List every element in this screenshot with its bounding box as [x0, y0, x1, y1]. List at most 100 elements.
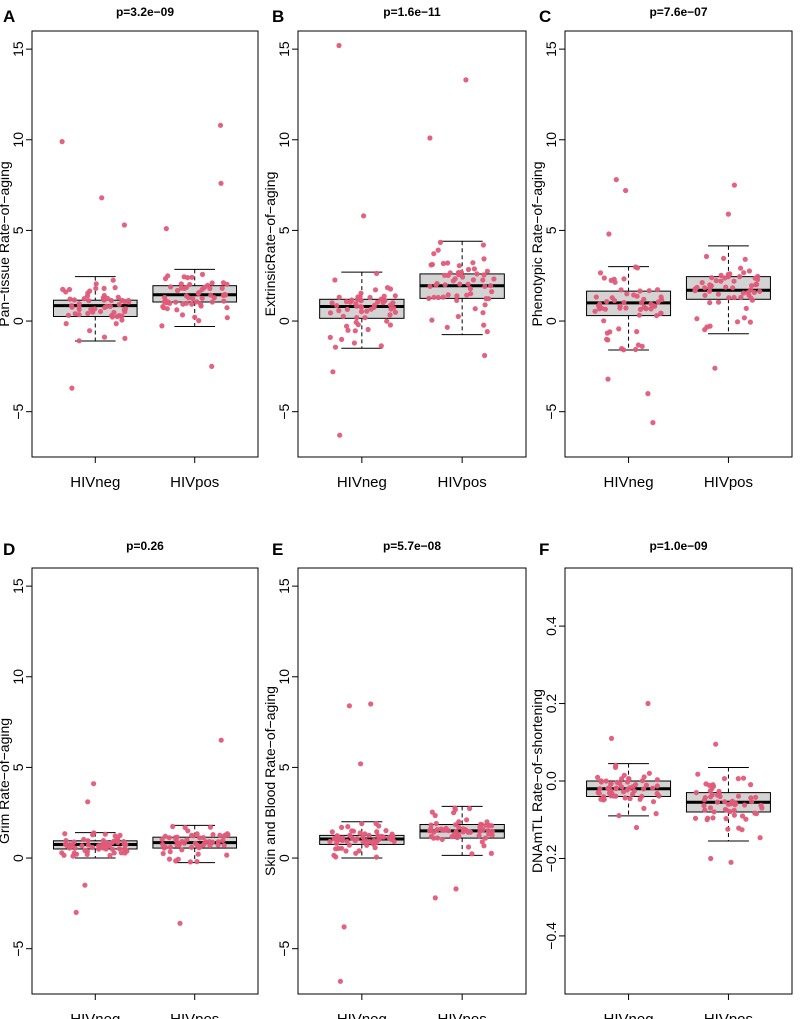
data-point — [428, 833, 434, 840]
data-point — [735, 776, 741, 782]
data-point — [718, 272, 724, 278]
data-point — [454, 293, 460, 299]
data-point — [60, 286, 66, 292]
x-category-label: HIVneg — [337, 1011, 387, 1019]
data-point — [82, 848, 88, 854]
data-point — [753, 282, 759, 288]
data-point — [634, 329, 640, 335]
data-point — [707, 805, 714, 811]
data-point — [613, 785, 619, 791]
data-point — [211, 295, 217, 301]
data-point — [195, 851, 201, 857]
plot-frame — [297, 30, 527, 458]
y-tick-label: 5 — [543, 226, 559, 234]
data-point — [621, 276, 627, 282]
data-point — [464, 817, 470, 823]
data-point — [387, 322, 393, 328]
data-point — [67, 296, 73, 302]
data-point — [440, 294, 446, 300]
data-point — [173, 838, 179, 844]
data-point — [433, 282, 439, 288]
data-point — [707, 788, 713, 794]
panel-letter: A — [3, 7, 15, 26]
data-point — [160, 841, 166, 848]
data-point — [742, 802, 748, 808]
data-point — [731, 182, 738, 188]
data-point — [449, 834, 455, 840]
data-point — [336, 294, 342, 300]
data-point — [217, 122, 224, 128]
data-point — [702, 795, 708, 801]
data-point — [707, 300, 713, 306]
data-point — [491, 276, 497, 282]
data-point — [748, 795, 754, 801]
data-point — [329, 300, 335, 306]
data-point — [224, 852, 230, 858]
data-point — [63, 321, 69, 327]
data-point — [332, 277, 338, 283]
data-point — [643, 782, 650, 788]
data-point — [346, 703, 352, 709]
y-tick-label: 0.0 — [543, 771, 559, 791]
data-point — [434, 827, 440, 833]
data-point — [481, 843, 487, 849]
data-point — [445, 292, 451, 298]
data-point — [76, 312, 82, 318]
data-point — [595, 774, 601, 781]
data-point — [215, 839, 221, 845]
data-point — [367, 839, 373, 845]
data-point — [91, 781, 97, 787]
data-point — [378, 343, 384, 349]
plot-frame — [564, 30, 793, 458]
data-point — [613, 177, 619, 183]
data-point — [179, 847, 185, 853]
y-tick-label: −0.4 — [543, 922, 559, 950]
data-point — [373, 854, 380, 860]
data-point — [701, 802, 707, 809]
data-point — [327, 334, 333, 340]
data-point — [597, 301, 603, 307]
data-point — [334, 840, 340, 847]
data-point — [126, 297, 132, 304]
data-point — [702, 807, 708, 813]
data-point — [616, 813, 622, 819]
data-point — [194, 859, 200, 865]
box-hivpos — [152, 737, 238, 926]
panel-letter: F — [539, 540, 549, 559]
data-point — [481, 256, 487, 262]
data-point — [161, 305, 167, 311]
data-point — [365, 326, 371, 333]
data-point — [183, 300, 189, 306]
data-point — [85, 310, 91, 317]
data-point — [601, 318, 607, 324]
data-point — [479, 839, 485, 845]
data-point — [742, 256, 748, 262]
panel-title: p=1.0e−09 — [649, 539, 707, 553]
data-point — [463, 77, 469, 83]
data-point — [374, 270, 380, 276]
data-point — [71, 297, 77, 303]
data-point — [428, 262, 434, 268]
data-point — [692, 288, 698, 294]
plot-frame — [31, 567, 259, 995]
data-point — [198, 301, 204, 307]
data-point — [176, 842, 182, 848]
data-point — [654, 313, 660, 319]
panel-title: p=1.6e−11 — [383, 5, 441, 19]
data-point — [351, 828, 357, 834]
y-tick-label: 0 — [10, 317, 26, 325]
data-point — [189, 301, 195, 307]
data-point — [693, 790, 699, 796]
data-point — [645, 391, 651, 397]
data-point — [349, 297, 355, 303]
data-point — [455, 313, 461, 320]
data-point — [454, 297, 460, 303]
data-point — [364, 842, 370, 848]
data-point — [464, 292, 470, 298]
data-point — [639, 343, 645, 349]
data-point — [339, 336, 345, 342]
data-point — [85, 838, 91, 844]
y-axis-label: ExtrinsicRate−of−aging — [262, 172, 278, 317]
